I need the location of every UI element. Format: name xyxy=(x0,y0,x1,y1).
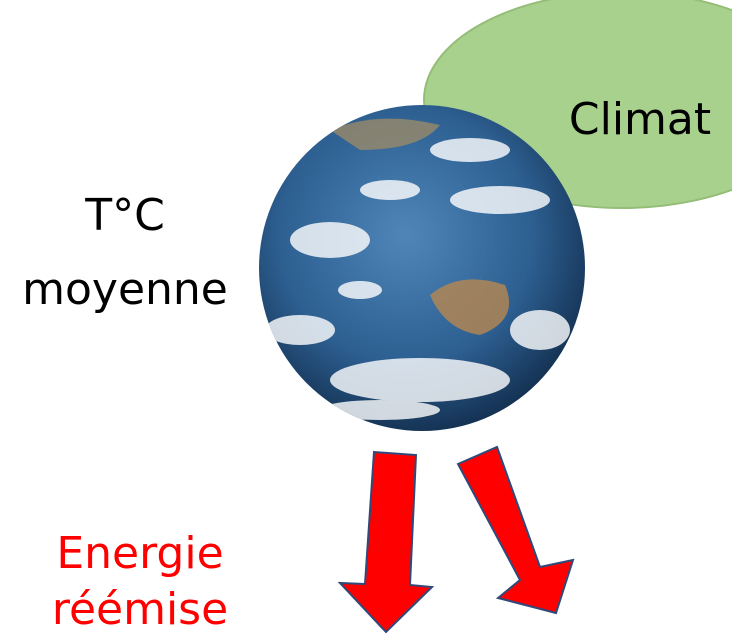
temperature-label: moyenne xyxy=(22,264,228,315)
temperature-label: T°C xyxy=(84,190,165,241)
energy-label: réémise xyxy=(52,584,228,634)
energy-label: Energie xyxy=(56,528,223,579)
energy-arrow xyxy=(337,450,435,634)
energy-arrow xyxy=(456,445,575,615)
climate-label: Climat xyxy=(569,94,711,145)
earth xyxy=(259,105,585,431)
